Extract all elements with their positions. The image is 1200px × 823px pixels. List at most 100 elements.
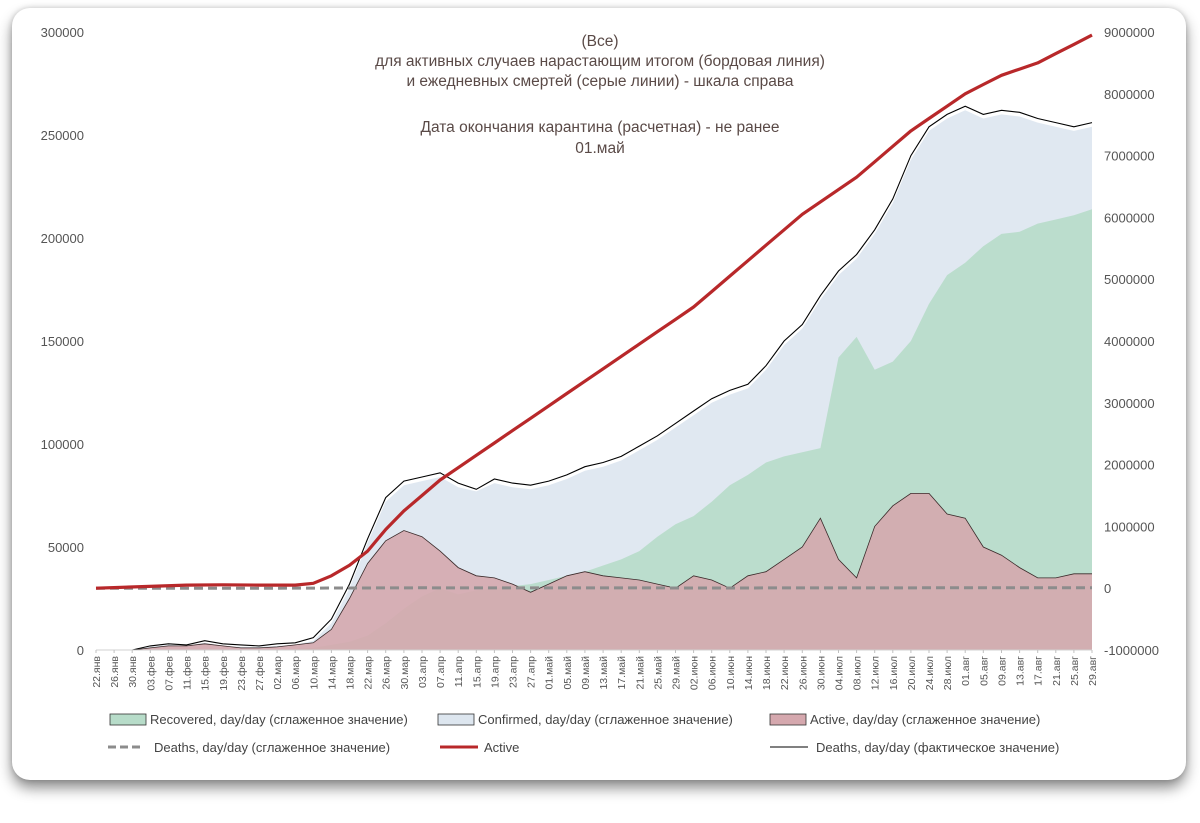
legend-label: Active [484,740,519,755]
y-right-tick-label: 4000000 [1104,334,1155,349]
y-left-tick-label: 50000 [48,540,84,555]
y-right-tick-label: 7000000 [1104,149,1155,164]
active-area-outline [96,493,1092,651]
x-tick-label: 22.янв [91,656,103,688]
x-tick-label: 18.июн [761,656,773,690]
x-tick-label: 01.авг [960,656,972,686]
legend-label: Deaths, day/day (сглаженное значение) [154,740,390,755]
y-right-tick-label: 0 [1104,581,1111,596]
x-tick-label: 01.май [544,656,556,690]
x-tick-label: 06.июн [707,656,719,690]
x-tick-label: 30.мар [399,656,411,690]
x-tick-label: 07.фев [163,656,175,691]
x-tick-label: 19.апр [489,656,501,688]
x-tick-label: 21.май [634,656,646,690]
x-tick-label: 10.мар [308,656,320,690]
title-line: (Все) [581,33,618,50]
y-right-tick-label: -1000000 [1104,643,1159,658]
x-tick-label: 30.июн [815,656,827,690]
x-tick-label: 07.апр [435,656,447,688]
legend-label: Recovered, day/day (сглаженное значение) [150,712,408,727]
area-active-day-day-сглаженное-значение [96,493,1092,650]
y-right-tick-label: 2000000 [1104,458,1155,473]
title-line: и ежедневных смертей (серые линии) - шка… [406,73,793,90]
chart-title: (Все) для активных случаев нарастающим ит… [375,33,825,157]
chart-card: 0 50000 100000 150000 200000 250000 300000 -10… [12,8,1186,780]
y-left-tick-label: 250000 [41,128,84,143]
x-tick-label: 18.мар [345,656,357,690]
x-tick-label: 27.апр [526,656,538,688]
x-tick-label: 13.май [598,656,610,690]
x-tick-label: 14.июн [743,656,755,690]
x-tick-label: 14.мар [326,656,338,690]
title-line: 01.май [575,140,624,157]
y-right-tick-label: 1000000 [1104,519,1155,534]
x-tick-label: 22.мар [363,656,375,690]
x-tick-label: 30.янв [127,656,139,688]
x-tick-label: 04.июл [834,656,846,690]
x-tick-label: 25.май [652,656,664,690]
x-tick-label: 29.авг [1087,656,1099,686]
x-tick-label: 27.фев [254,656,266,691]
legend-swatch [437,713,475,726]
plot-lines [95,33,1093,651]
x-tick-label: 08.июл [852,656,864,690]
chart: 0 50000 100000 150000 200000 250000 300000 -10… [41,25,1159,755]
title-line: Дата окончания карантина (расчетная) - н… [420,119,779,136]
y-left-tick-label: 100000 [41,437,84,452]
x-tick-label: 16.июл [888,656,900,690]
x-tick-label: 29.май [671,656,683,690]
y-left-tick-label: 150000 [41,334,84,349]
x-tick-label: 22.июн [779,656,791,690]
legend-label: Confirmed, day/day (сглаженное значение) [478,712,733,727]
x-tick-label: 09.май [580,656,592,690]
x-tick-label: 15.фев [200,656,212,691]
x-tick-label: 26.июн [797,656,809,690]
y-left-tick-label: 300000 [41,25,84,40]
x-tick-label: 24.июл [924,656,936,690]
legend-swatch [769,713,807,726]
y-right-tick-label: 8000000 [1104,87,1155,102]
x-tick-label: 11.фев [182,656,194,690]
line-active-cumulative [95,33,1093,590]
x-tick-label: 11.апр [453,656,465,687]
legend-swatch [109,713,147,726]
x-tick-label: 05.авг [978,656,990,686]
x-tick-label: 05.май [562,656,574,690]
x-tick-label: 19.фев [218,656,230,691]
y-right-tick-label: 9000000 [1104,25,1155,40]
legend: Recovered, day/day (сглаженное значение)… [108,712,1059,755]
x-tick-label: 17.авг [1033,656,1045,686]
x-tick-label: 23.фев [236,656,248,691]
legend-label: Deaths, day/day (фактическое значение) [816,740,1059,755]
x-tick-label: 12.июл [870,656,882,690]
x-axis: 22.янв 26.янв 30.янв 03.фев 07.фев 11.фев 15.ф… [91,649,1099,691]
x-tick-label: 10.июн [725,656,737,690]
x-tick-label: 02.мар [272,656,284,690]
y-right-tick-label: 6000000 [1104,210,1155,225]
x-tick-label: 17.май [616,656,628,690]
x-tick-label: 03.фев [145,656,157,691]
line-deaths-day-day-фактическое-значение [96,105,1093,651]
x-tick-label: 25.авг [1069,656,1081,686]
x-tick-label: 02.июн [689,656,701,690]
plot-areas [96,110,1092,651]
y-left-tick-label: 0 [77,643,84,658]
x-tick-label: 15.апр [471,656,483,688]
x-tick-label: 28.июл [942,656,954,690]
y-left-tick-label: 200000 [41,231,84,246]
x-tick-label: 03.апр [417,656,429,688]
x-tick-label: 06.мар [290,656,302,690]
x-tick-label: 13.авг [1015,656,1027,686]
x-tick-label: 21.авг [1051,656,1063,686]
x-tick-label: 09.авг [997,656,1009,686]
area-recovered-day-day-сглаженное-значение [96,209,1092,650]
y-axis-right: -1000000 0 1000000 2000000 3000000 4000000 500… [1104,25,1159,658]
x-tick-label: 23.апр [508,656,520,688]
x-tick-label: 26.янв [109,656,121,688]
y-right-tick-label: 3000000 [1104,396,1155,411]
x-tick-label: 20.июл [906,656,918,690]
x-tick-label: 26.мар [381,656,393,690]
title-line: для активных случаев нарастающим итогом … [375,53,825,70]
y-axis-left: 0 50000 100000 150000 200000 250000 300000 [41,25,84,658]
